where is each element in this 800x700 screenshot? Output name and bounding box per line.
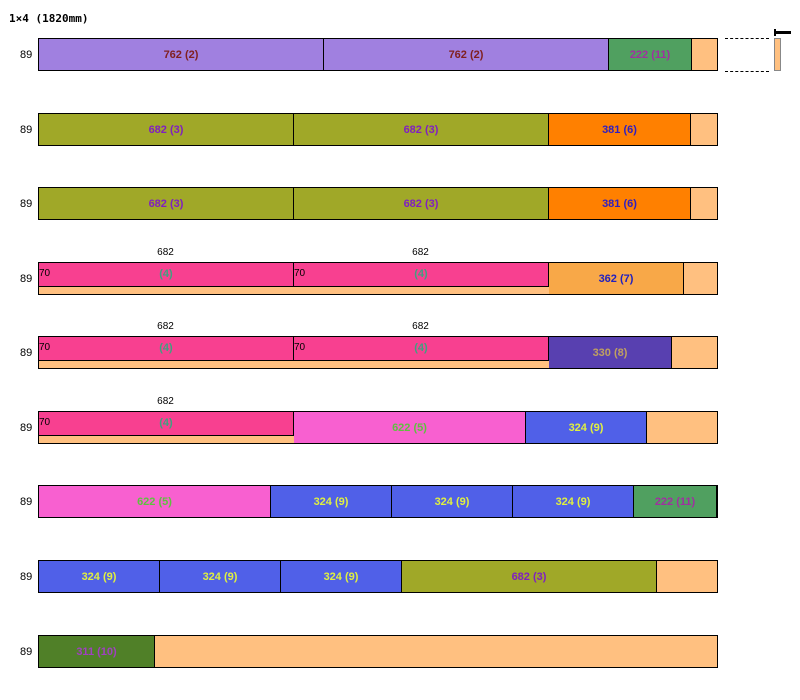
piece-label: 222 (11) [629,48,671,61]
piece-label: (4) [414,341,428,354]
piece-label: 381 (6) [602,123,637,136]
cut-piece: 222 (11) [609,39,692,70]
board-row: 89 682 (3) 682 (3) 381 (6) [0,187,800,227]
board: 324 (9) 324 (9) 324 (9) 682 (3) [38,560,718,593]
board-row: 89 324 (9) 324 (9) 324 (9) 682 (3) [0,560,800,600]
rip-width-mark: 70 [39,342,51,353]
piece-label: 682 (3) [148,123,184,136]
board-row: 89 311 (10) [0,635,800,675]
board-height-label: 89 [20,49,33,61]
board-height-label: 89 [20,422,33,434]
piece-label: 324 (9) [81,570,117,583]
piece-label: 762 (2) [448,48,484,61]
piece-label: 324 (9) [202,570,238,583]
piece-label: 324 (9) [323,570,359,583]
board-height-label: 89 [20,646,33,658]
cut-piece: 682 (3) [39,114,294,145]
piece-label: 222 (11) [654,495,696,508]
piece-label: 324 (9) [555,495,591,508]
board-height-label: 89 [20,347,33,359]
piece-label: 324 (9) [313,495,349,508]
piece-label: 682 (3) [511,570,547,583]
piece-label: 311 (10) [76,645,117,658]
piece-label: 324 (9) [434,495,470,508]
cut-piece: 330 (8) [549,337,672,368]
board-height-label: 89 [20,496,33,508]
board: 311 (10) [38,635,718,668]
cut-piece: 682 (3) [39,188,294,219]
piece-length-label: 682 [412,321,429,332]
piece-label: (4) [159,416,173,429]
piece-label: 362 (7) [598,272,634,285]
board-row: 89 762 (2) 762 (2) 222 (11) [0,38,800,78]
cut-piece: 762 (2) [39,39,324,70]
rip-width-mark: 70 [39,268,51,279]
board-height-label: 89 [20,198,33,210]
cut-piece: 381 (6) [549,114,691,145]
legend-dash-bottom [725,71,769,72]
piece-label: 324 (9) [568,421,604,434]
board-row: 89 682 682 70 (4) 70 (4) 330 (8) [0,321,800,376]
board: 622 (5) 324 (9) 324 (9) 324 (9) 222 (11) [38,485,718,518]
piece-label: (4) [159,341,173,354]
cut-piece: 762 (2) [324,39,609,70]
rip-width-mark: 70 [294,342,306,353]
piece-label: 381 (6) [602,197,637,210]
cut-piece: 70 (4) [39,412,294,436]
cut-piece: 324 (9) [160,561,281,592]
cut-piece: 622 (5) [39,486,271,517]
legend-dash-top [725,38,769,39]
cut-piece: 381 (6) [549,188,691,219]
cut-piece: 324 (9) [39,561,160,592]
piece-length-label: 682 [157,396,174,407]
board: 682 (3) 682 (3) 381 (6) [38,187,718,220]
cut-piece: 70 (4) [294,337,549,361]
cut-piece: 324 (9) [526,412,647,443]
cut-piece: 324 (9) [281,561,402,592]
board: 70 (4) 70 (4) 330 (8) [38,336,718,369]
cut-piece: 682 (3) [402,561,657,592]
cut-piece: 682 (3) [294,114,549,145]
cut-piece: 70 (4) [39,263,294,287]
cut-piece: 324 (9) [271,486,392,517]
piece-label: 622 (5) [392,421,427,434]
piece-length-label: 682 [157,247,174,258]
cut-piece: 70 (4) [39,337,294,361]
piece-label: (4) [414,267,428,280]
piece-label: (4) [159,267,173,280]
cut-piece: 622 (5) [294,412,526,443]
cut-piece: 682 (3) [294,188,549,219]
page-title: 1×4 (1820mm) [9,12,89,25]
piece-length-label: 682 [412,247,429,258]
board-height-label: 89 [20,273,33,285]
piece-label: 330 (8) [592,346,628,359]
board-height-label: 89 [20,571,33,583]
board: 70 (4) 70 (4) 362 (7) [38,262,718,295]
board-height-label: 89 [20,124,33,136]
cut-piece: 222 (11) [634,486,717,517]
board: 762 (2) 762 (2) 222 (11) [38,38,718,71]
piece-label: 762 (2) [163,48,199,61]
cut-piece: 324 (9) [392,486,513,517]
piece-label: 682 (3) [403,197,439,210]
legend-board-end [774,38,781,71]
piece-label: 682 (3) [148,197,184,210]
board-row: 89 682 (3) 682 (3) 381 (6) [0,113,800,153]
board: 682 (3) 682 (3) 381 (6) [38,113,718,146]
board-row: 89 622 (5) 324 (9) 324 (9) 324 (9) 222 (11) [0,485,800,525]
cut-piece: 70 (4) [294,263,549,287]
piece-length-label: 682 [157,321,174,332]
piece-label: 622 (5) [137,495,172,508]
cut-piece: 324 (9) [513,486,634,517]
rip-width-mark: 70 [294,268,306,279]
cut-piece: 311 (10) [39,636,155,667]
board: 70 (4) 622 (5) 324 (9) [38,411,718,444]
board-row: 89 682 70 (4) 622 (5) 324 (9) [0,396,800,451]
rip-width-mark: 70 [39,417,51,428]
legend-flag-icon [774,31,791,34]
board-row: 89 682 682 70 (4) 70 (4) 362 (7) [0,247,800,302]
cut-piece: 362 (7) [549,263,684,294]
piece-label: 682 (3) [403,123,439,136]
